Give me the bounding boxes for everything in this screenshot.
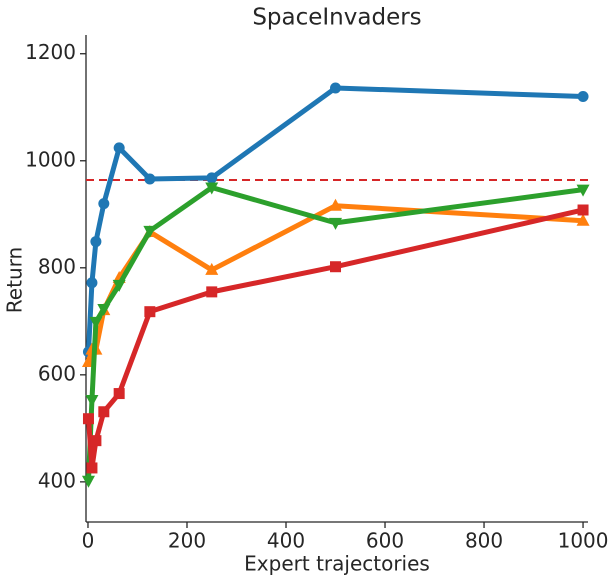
y-tick-label: 1200 <box>25 40 76 64</box>
marker <box>86 462 98 474</box>
x-axis-label: Expert trajectories <box>244 552 430 576</box>
marker <box>576 213 590 226</box>
marker <box>113 388 125 400</box>
x-tick-label: 1000 <box>558 529 609 553</box>
marker <box>90 435 102 447</box>
marker <box>205 262 219 275</box>
marker <box>98 198 110 210</box>
marker <box>97 304 111 317</box>
x-tick-label: 200 <box>168 529 206 553</box>
marker <box>144 306 156 318</box>
marker <box>89 316 103 329</box>
y-tick-label: 400 <box>38 468 76 492</box>
marker <box>329 217 343 230</box>
y-axis-label: Return <box>3 247 27 313</box>
x-tick-label: 600 <box>366 529 404 553</box>
marker <box>577 204 589 216</box>
marker <box>90 236 102 248</box>
marker <box>330 261 342 273</box>
x-tick-label: 800 <box>465 529 503 553</box>
marker <box>576 184 590 197</box>
series-line <box>85 207 584 471</box>
marker <box>144 173 156 185</box>
marker <box>85 394 99 407</box>
y-tick-label: 800 <box>38 254 76 278</box>
marker <box>329 198 343 211</box>
y-tick-label: 600 <box>38 361 76 385</box>
marker <box>205 182 219 195</box>
marker <box>330 82 342 94</box>
marker <box>206 286 218 298</box>
marker <box>206 172 218 184</box>
marker <box>82 413 94 425</box>
x-tick-label: 400 <box>267 529 305 553</box>
x-tick-label: 0 <box>82 529 95 553</box>
marker <box>143 225 157 238</box>
marker <box>577 91 589 103</box>
marker <box>86 277 98 289</box>
marker <box>113 142 125 154</box>
chart-title: SpaceInvaders <box>252 5 421 31</box>
y-tick-label: 1000 <box>25 147 76 171</box>
series-line <box>85 185 584 481</box>
marker <box>112 279 126 292</box>
marker <box>81 475 95 488</box>
marker <box>98 406 110 418</box>
